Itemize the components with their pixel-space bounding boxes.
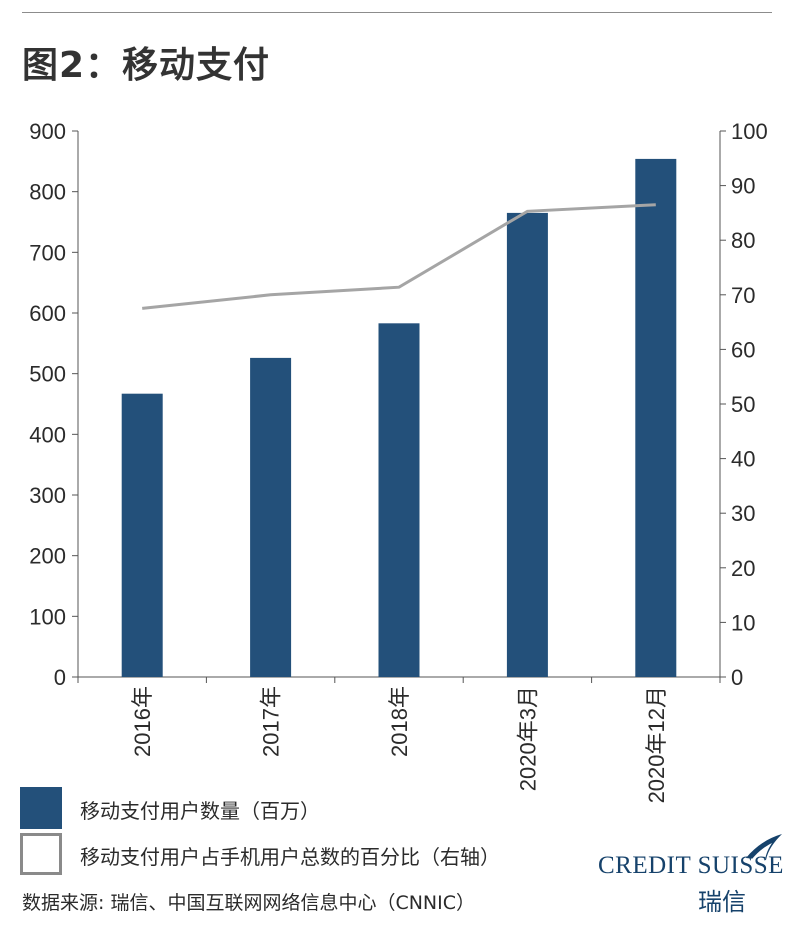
left-tick-label: 800 [29,180,66,205]
right-tick-label: 60 [731,337,755,362]
bar-4 [506,212,548,677]
right-tick-label: 70 [731,283,755,308]
right-tick-label: 50 [731,392,755,417]
left-tick-label: 200 [29,544,66,569]
bar-5 [635,158,677,677]
left-tick-label: 900 [29,119,66,144]
legend-item-bar: 移动支付用户数量（百万） [20,787,660,829]
right-tick-label: 40 [731,447,755,472]
logo-brand: CREDIT SUISSE [598,852,784,879]
category-label: 2016年 [130,686,155,757]
legend-swatch-bar [20,787,62,829]
right-tick-label: 20 [731,556,755,581]
bar-1 [121,393,163,677]
credit-suisse-logo: CREDIT SUISSE 瑞信 [592,832,792,916]
category-label: 2018年 [387,686,412,757]
chart-area: 0 100 200 300 400 500 600 700 800 900 0 10 20 30 40 50 6… [29,119,768,803]
right-tick-label: 100 [731,119,768,144]
category-label: 2020年12月 [644,686,669,803]
left-tick-label: 700 [29,240,66,265]
legend-swatch-line [20,833,62,875]
right-tick-label: 30 [731,501,755,526]
share-line [142,203,656,310]
chart-title: 图2：移动支付 [22,45,271,86]
right-tick-label: 0 [731,665,743,690]
left-tick-label: 400 [29,422,66,447]
left-tick-label: 0 [54,665,66,690]
left-tick-label: 100 [29,604,66,629]
bar-2 [250,357,292,677]
legend-label-bar: 移动支付用户数量（百万） [80,799,320,823]
top-rule [22,12,772,13]
legend-item-line: 移动支付用户占手机用户总数的百分比（右轴） [20,833,660,875]
left-tick-label: 500 [29,362,66,387]
source-note: 数据来源: 瑞信、中国互联网网络信息中心（CNNIC） [22,892,476,914]
right-tick-label: 80 [731,228,755,253]
category-label: 2020年3月 [515,686,540,791]
left-tick-label: 600 [29,301,66,326]
right-tick-label: 10 [731,610,755,635]
left-tick-label: 300 [29,483,66,508]
bar-3 [378,323,420,677]
right-tick-label: 90 [731,174,755,199]
category-label: 2017年 [259,686,284,757]
legend-label-line: 移动支付用户占手机用户总数的百分比（右轴） [80,845,500,869]
sail-icon [746,834,782,860]
logo-brand-cn: 瑞信 [698,888,746,916]
